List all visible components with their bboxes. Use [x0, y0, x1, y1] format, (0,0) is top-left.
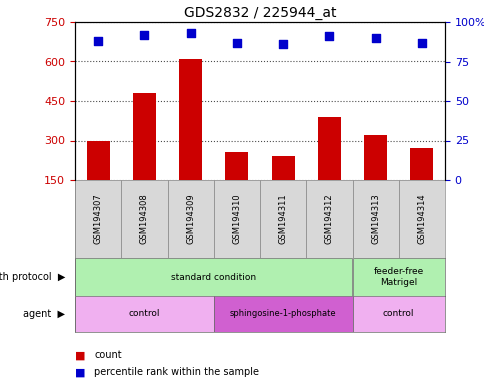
- Text: GSM194308: GSM194308: [139, 194, 149, 244]
- Title: GDS2832 / 225944_at: GDS2832 / 225944_at: [183, 6, 335, 20]
- Bar: [225, 152, 248, 180]
- Bar: [409, 148, 433, 180]
- Bar: [75, 258, 352, 296]
- Point: [94, 38, 102, 44]
- Text: sphingosine-1-phosphate: sphingosine-1-phosphate: [229, 310, 336, 318]
- Point: [325, 33, 333, 39]
- Bar: [121, 180, 167, 258]
- Bar: [363, 135, 386, 180]
- Bar: [398, 180, 444, 258]
- Bar: [259, 180, 305, 258]
- Bar: [352, 296, 444, 332]
- Bar: [213, 180, 259, 258]
- Bar: [86, 141, 109, 180]
- Text: GSM194311: GSM194311: [278, 194, 287, 244]
- Point: [417, 40, 425, 46]
- Point: [186, 30, 194, 36]
- Point: [140, 31, 148, 38]
- Text: control: control: [382, 310, 414, 318]
- Point: [371, 35, 378, 41]
- Bar: [305, 180, 352, 258]
- Bar: [75, 296, 213, 332]
- Text: GSM194309: GSM194309: [186, 194, 195, 244]
- Text: control: control: [128, 310, 160, 318]
- Text: GSM194314: GSM194314: [417, 194, 425, 244]
- Text: GSM194312: GSM194312: [324, 194, 333, 244]
- Text: ■: ■: [75, 367, 85, 377]
- Point: [279, 41, 287, 47]
- Bar: [352, 258, 444, 296]
- Bar: [271, 156, 294, 180]
- Text: GSM194313: GSM194313: [370, 194, 379, 244]
- Bar: [75, 180, 121, 258]
- Text: feeder-free
Matrigel: feeder-free Matrigel: [373, 267, 423, 287]
- Text: agent  ▶: agent ▶: [23, 309, 65, 319]
- Text: growth protocol  ▶: growth protocol ▶: [0, 272, 65, 282]
- Bar: [352, 180, 398, 258]
- Text: GSM194310: GSM194310: [232, 194, 241, 244]
- Text: GSM194307: GSM194307: [93, 194, 103, 244]
- Text: count: count: [94, 350, 122, 360]
- Bar: [213, 296, 352, 332]
- Text: standard condition: standard condition: [171, 273, 256, 281]
- Bar: [317, 117, 340, 180]
- Bar: [133, 93, 156, 180]
- Bar: [167, 180, 213, 258]
- Point: [232, 40, 240, 46]
- Text: percentile rank within the sample: percentile rank within the sample: [94, 367, 259, 377]
- Bar: [179, 59, 202, 180]
- Text: ■: ■: [75, 350, 85, 360]
